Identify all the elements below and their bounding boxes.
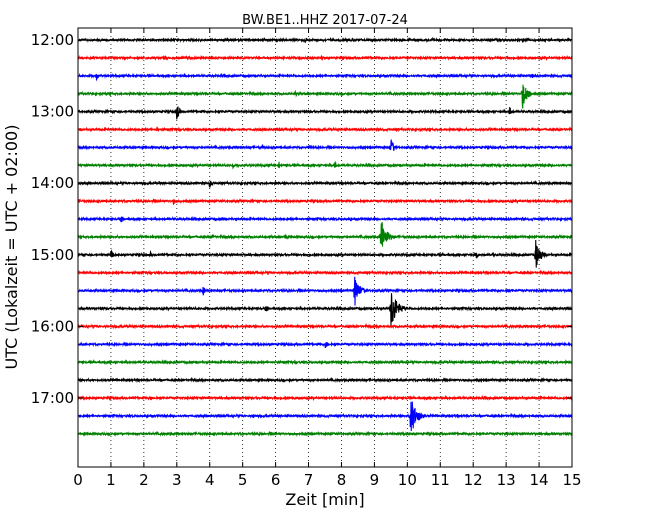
x-tick-label: 0 — [73, 471, 83, 489]
x-axis-label: Zeit [min] — [285, 490, 364, 509]
chart-title: BW.BE1..HHZ 2017-07-24 — [242, 13, 408, 28]
x-tick-label: 8 — [337, 471, 347, 489]
seismogram-trace — [77, 161, 573, 170]
seismogram-trace — [77, 72, 573, 82]
x-tick-label: 4 — [205, 471, 215, 489]
y-tick-label: 15:00 — [31, 246, 74, 264]
seismogram-trace — [77, 341, 573, 348]
x-tick-label: 7 — [304, 471, 314, 489]
x-tick-label: 14 — [530, 471, 549, 489]
x-tick-label: 5 — [238, 471, 248, 489]
seismogram-trace — [77, 126, 573, 133]
tick-layer: 0 1 2 3 4 5 6 7 8 9 10 11 12 13 14 1512:0013:0014:0015:… — [31, 28, 582, 489]
seismogram-trace — [77, 323, 573, 330]
x-tick-label: 2 — [139, 471, 149, 489]
x-tick-label: 3 — [172, 471, 182, 489]
seismogram-trace — [77, 376, 573, 384]
seismogram-trace — [77, 106, 573, 120]
seismogram-trace — [77, 139, 573, 151]
seismogram-trace — [77, 36, 573, 44]
trace-layer — [77, 36, 573, 438]
seismogram-trace — [77, 293, 573, 327]
x-tick-label: 15 — [562, 471, 581, 489]
seismogram-trace — [77, 84, 573, 109]
seismogram-trace — [77, 197, 573, 206]
y-tick-label: 13:00 — [31, 103, 74, 121]
y-axis-label: UTC (Lokalzeit = UTC + 02:00) — [2, 125, 21, 370]
seismogram-trace — [77, 54, 573, 61]
seismogram-trace — [77, 239, 573, 268]
seismogram-trace — [77, 180, 573, 188]
seismogram-trace — [77, 359, 573, 366]
x-tick-label: 12 — [464, 471, 483, 489]
seismogram-trace — [77, 269, 573, 276]
x-tick-label: 11 — [431, 471, 450, 489]
seismogram-trace — [77, 394, 573, 402]
x-tick-label: 6 — [271, 471, 281, 489]
axes-frame — [77, 27, 573, 468]
seismogram-trace — [77, 222, 573, 247]
seismogram-trace — [77, 276, 573, 306]
seismogram-trace — [77, 430, 573, 438]
seismogram-trace — [77, 401, 573, 432]
y-tick-label: 12:00 — [31, 31, 74, 49]
x-tick-label: 1 — [106, 471, 116, 489]
x-tick-label: 10 — [398, 471, 417, 489]
x-tick-label: 9 — [370, 471, 380, 489]
y-tick-label: 16:00 — [31, 317, 74, 335]
x-tick-label: 13 — [497, 471, 516, 489]
seismogram-trace — [77, 215, 573, 223]
y-tick-label: 14:00 — [31, 174, 74, 192]
y-tick-label: 17:00 — [31, 389, 74, 407]
